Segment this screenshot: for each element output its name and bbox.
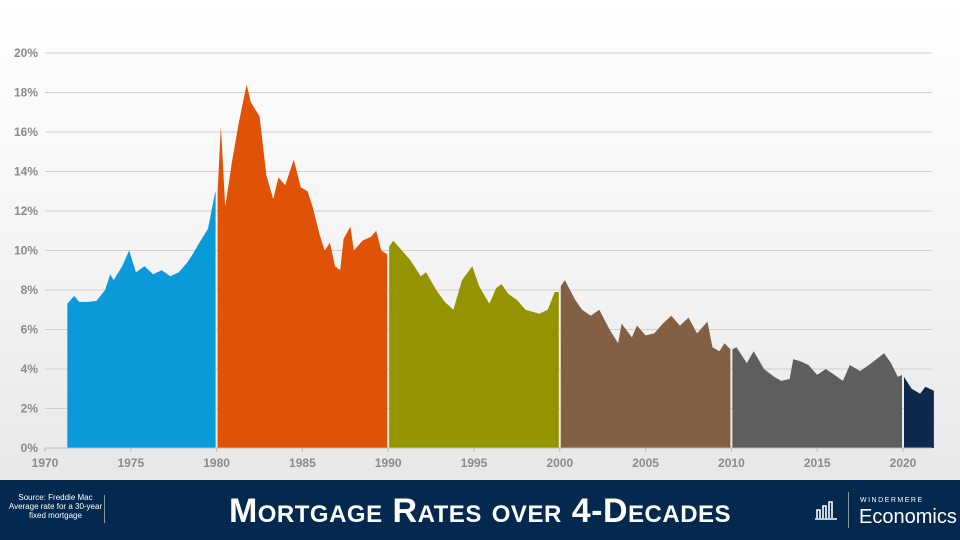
x-tick-label: 1990 [375, 456, 402, 470]
brand-name: WINDERMERE [860, 497, 924, 504]
y-tick-label: 4% [21, 362, 39, 376]
x-tick-label: 1980 [203, 456, 230, 470]
mortgage-rate-chart: 0% 2% 4% 6% 8% 10% 12% 14% 16% 18% 20% 1970 1975 198… [14, 46, 934, 470]
x-tick-label: 2000 [546, 456, 573, 470]
x-tick-label: 1995 [461, 456, 488, 470]
x-tick-label: 2020 [890, 456, 917, 470]
y-tick-label: 6% [21, 323, 39, 337]
y-tick-label: 8% [21, 283, 39, 297]
x-tick-label: 1970 [32, 456, 59, 470]
page-title: Mortgage Rates over 4-Decades [228, 492, 732, 530]
y-tick-label: 0% [21, 441, 39, 455]
source-note: Source: Freddie Mac Average rate for a 3… [8, 493, 103, 520]
y-tick-label: 16% [14, 125, 38, 139]
y-tick-label: 10% [14, 244, 38, 258]
area-1970s [67, 191, 216, 449]
footer-banner: Source: Freddie Mac Average rate for a 3… [0, 480, 960, 540]
brand-subtitle: Economics [859, 506, 957, 528]
x-tick-label: 1975 [117, 456, 144, 470]
y-axis-ticks: 0% 2% 4% 6% 8% 10% 12% 14% 16% 18% 20% [14, 46, 38, 455]
bar-chart-logo-icon [815, 501, 837, 520]
y-tick-label: 14% [14, 165, 38, 179]
x-tick-label: 1985 [289, 456, 316, 470]
y-tick-label: 18% [14, 86, 38, 100]
x-tick-label: 2010 [718, 456, 745, 470]
area-2010s [732, 347, 902, 448]
area-1990s [389, 240, 559, 448]
x-axis-ticks: 1970 1975 1980 1985 1990 1995 2000 2005 2010 2015… [32, 448, 917, 470]
area-2000s [560, 280, 731, 448]
y-tick-label: 20% [14, 46, 38, 60]
x-tick-label: 2005 [632, 456, 659, 470]
x-tick-label: 2015 [804, 456, 831, 470]
y-tick-label: 2% [21, 402, 39, 416]
y-tick-label: 12% [14, 204, 38, 218]
divider [104, 495, 105, 523]
rate-areas [67, 84, 934, 449]
divider [848, 492, 849, 528]
area-1980s [217, 84, 388, 448]
area-2020s [904, 376, 934, 448]
